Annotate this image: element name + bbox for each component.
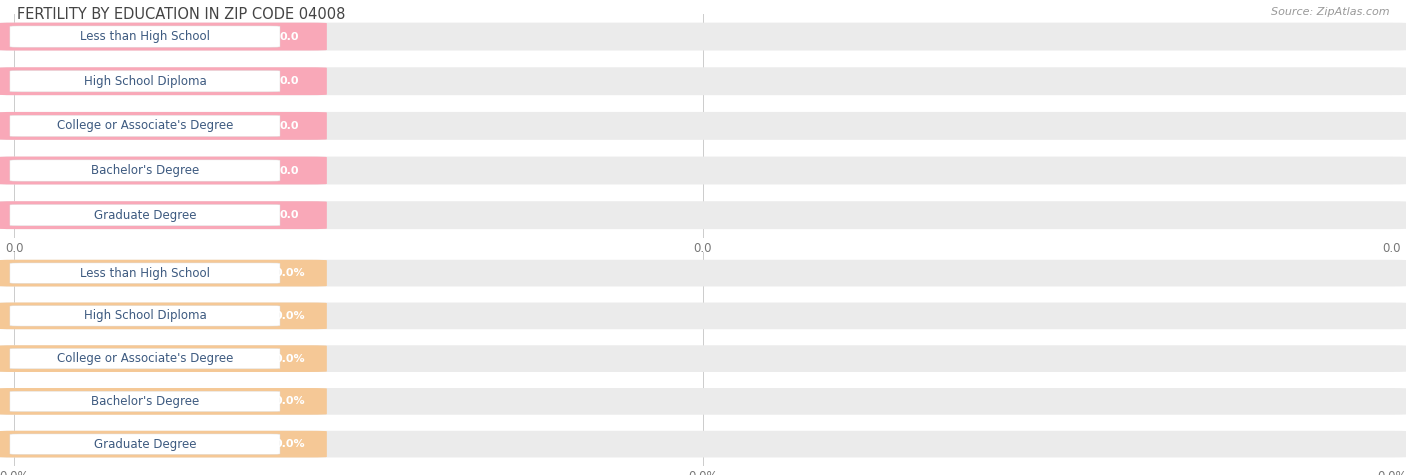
FancyBboxPatch shape bbox=[0, 303, 326, 329]
FancyBboxPatch shape bbox=[10, 263, 280, 283]
Text: 0.0: 0.0 bbox=[280, 210, 299, 220]
FancyBboxPatch shape bbox=[0, 303, 1406, 329]
Text: Less than High School: Less than High School bbox=[80, 266, 209, 280]
Text: College or Associate's Degree: College or Associate's Degree bbox=[56, 119, 233, 133]
FancyBboxPatch shape bbox=[0, 260, 326, 286]
Text: Bachelor's Degree: Bachelor's Degree bbox=[91, 395, 200, 408]
FancyBboxPatch shape bbox=[0, 157, 326, 184]
Text: Bachelor's Degree: Bachelor's Degree bbox=[91, 164, 200, 177]
Text: 0.0: 0.0 bbox=[280, 165, 299, 176]
FancyBboxPatch shape bbox=[10, 391, 280, 411]
Text: 0.0: 0.0 bbox=[280, 31, 299, 42]
Text: 0.0%: 0.0% bbox=[274, 439, 305, 449]
Text: Graduate Degree: Graduate Degree bbox=[94, 209, 197, 222]
FancyBboxPatch shape bbox=[10, 71, 280, 92]
Text: College or Associate's Degree: College or Associate's Degree bbox=[56, 352, 233, 365]
FancyBboxPatch shape bbox=[10, 26, 280, 47]
FancyBboxPatch shape bbox=[0, 67, 1406, 95]
Text: 0.0%: 0.0% bbox=[274, 353, 305, 364]
FancyBboxPatch shape bbox=[0, 112, 1406, 140]
Text: High School Diploma: High School Diploma bbox=[83, 75, 207, 88]
Text: Less than High School: Less than High School bbox=[80, 30, 209, 43]
FancyBboxPatch shape bbox=[0, 67, 326, 95]
FancyBboxPatch shape bbox=[10, 306, 280, 326]
FancyBboxPatch shape bbox=[10, 205, 280, 226]
FancyBboxPatch shape bbox=[0, 23, 1406, 50]
Text: FERTILITY BY EDUCATION IN ZIP CODE 04008: FERTILITY BY EDUCATION IN ZIP CODE 04008 bbox=[17, 7, 346, 22]
Text: 0.0: 0.0 bbox=[280, 121, 299, 131]
FancyBboxPatch shape bbox=[10, 160, 280, 181]
FancyBboxPatch shape bbox=[0, 431, 1406, 457]
FancyBboxPatch shape bbox=[0, 431, 326, 457]
FancyBboxPatch shape bbox=[10, 115, 280, 136]
FancyBboxPatch shape bbox=[0, 157, 1406, 184]
Text: 0.0: 0.0 bbox=[280, 76, 299, 86]
FancyBboxPatch shape bbox=[10, 434, 280, 454]
Text: Graduate Degree: Graduate Degree bbox=[94, 437, 197, 451]
FancyBboxPatch shape bbox=[0, 388, 1406, 415]
FancyBboxPatch shape bbox=[0, 23, 326, 50]
FancyBboxPatch shape bbox=[0, 112, 326, 140]
FancyBboxPatch shape bbox=[0, 345, 326, 372]
Text: 0.0%: 0.0% bbox=[274, 268, 305, 278]
FancyBboxPatch shape bbox=[0, 345, 1406, 372]
FancyBboxPatch shape bbox=[10, 349, 280, 369]
Text: 0.0%: 0.0% bbox=[274, 311, 305, 321]
FancyBboxPatch shape bbox=[0, 201, 1406, 229]
Text: High School Diploma: High School Diploma bbox=[83, 309, 207, 323]
FancyBboxPatch shape bbox=[0, 260, 1406, 286]
Text: Source: ZipAtlas.com: Source: ZipAtlas.com bbox=[1271, 7, 1389, 17]
Text: 0.0%: 0.0% bbox=[274, 396, 305, 407]
FancyBboxPatch shape bbox=[0, 201, 326, 229]
FancyBboxPatch shape bbox=[0, 388, 326, 415]
